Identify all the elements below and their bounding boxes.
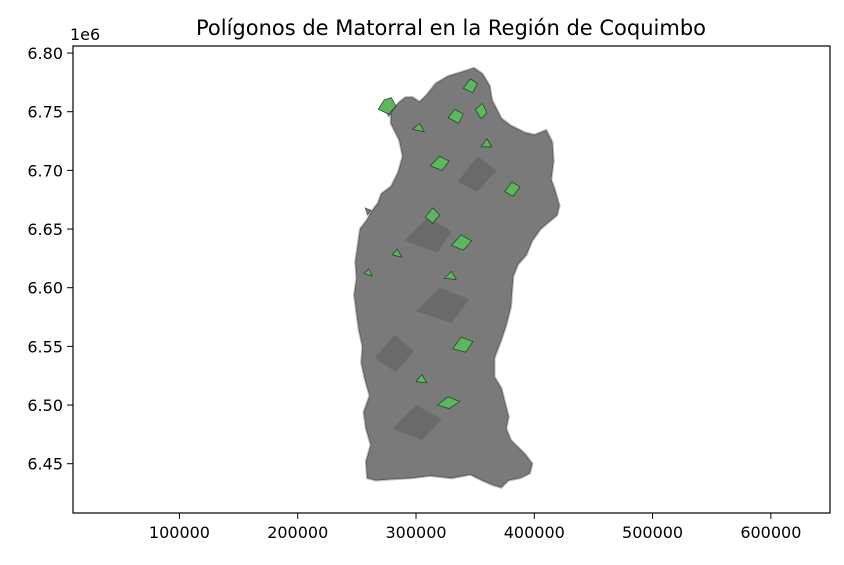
matorral-polygon xyxy=(436,396,461,409)
x-tick-label: 400000 xyxy=(504,523,565,542)
x-tick-label: 500000 xyxy=(622,523,683,542)
region-polygon xyxy=(354,67,560,488)
matorral-polygon xyxy=(480,138,493,148)
matorral-polygon xyxy=(377,97,397,115)
x-tick-label: 300000 xyxy=(385,523,446,542)
x-tick-label: 100000 xyxy=(149,523,210,542)
y-tick-label: 6.80 xyxy=(27,44,63,63)
x-tick-label: 200000 xyxy=(267,523,328,542)
matorral-polygon xyxy=(462,78,478,94)
region-texture-patch xyxy=(404,217,452,253)
matorral-polygon xyxy=(425,207,441,224)
y-tick-label: 6.55 xyxy=(27,337,63,356)
matorral-polygon xyxy=(504,181,521,197)
matorral-polygon xyxy=(450,234,473,251)
x-tick-label: 600000 xyxy=(740,523,801,542)
x-axis: 100000 200000 300000 400000 500000 600000 xyxy=(149,513,801,542)
y-tick-label: 6.60 xyxy=(27,279,63,298)
chart-title: Polígonos de Matorral en la Región de Co… xyxy=(196,16,706,40)
region-texture-patch xyxy=(416,287,470,323)
y-tick-label: 6.70 xyxy=(27,161,63,180)
matorral-polygon xyxy=(452,336,474,353)
y-tick-label: 6.65 xyxy=(27,220,63,239)
matorral-polygon xyxy=(429,155,450,171)
region-texture-patch xyxy=(374,334,414,373)
coastal-islet xyxy=(364,207,372,216)
y-axis: 6.45 6.50 6.55 6.60 6.65 6.70 6.75 6.80 xyxy=(27,44,73,474)
region-texture-patch xyxy=(392,405,442,441)
y-tick-label: 6.45 xyxy=(27,455,63,474)
plot-area xyxy=(352,66,561,489)
axes-frame xyxy=(72,45,831,514)
matorral-polygon xyxy=(363,268,373,277)
matorral-polygon xyxy=(447,108,464,124)
matorral-polygon xyxy=(415,373,428,384)
matorral-polygon xyxy=(411,122,425,133)
matorral-polygon xyxy=(443,270,457,280)
matorral-polygon xyxy=(474,102,488,120)
y-axis-offset-label: 1e6 xyxy=(70,25,100,44)
matorral-polygon xyxy=(391,248,403,258)
y-tick-label: 6.75 xyxy=(27,103,63,122)
region-texture-patch xyxy=(457,156,497,192)
y-tick-label: 6.50 xyxy=(27,396,63,415)
